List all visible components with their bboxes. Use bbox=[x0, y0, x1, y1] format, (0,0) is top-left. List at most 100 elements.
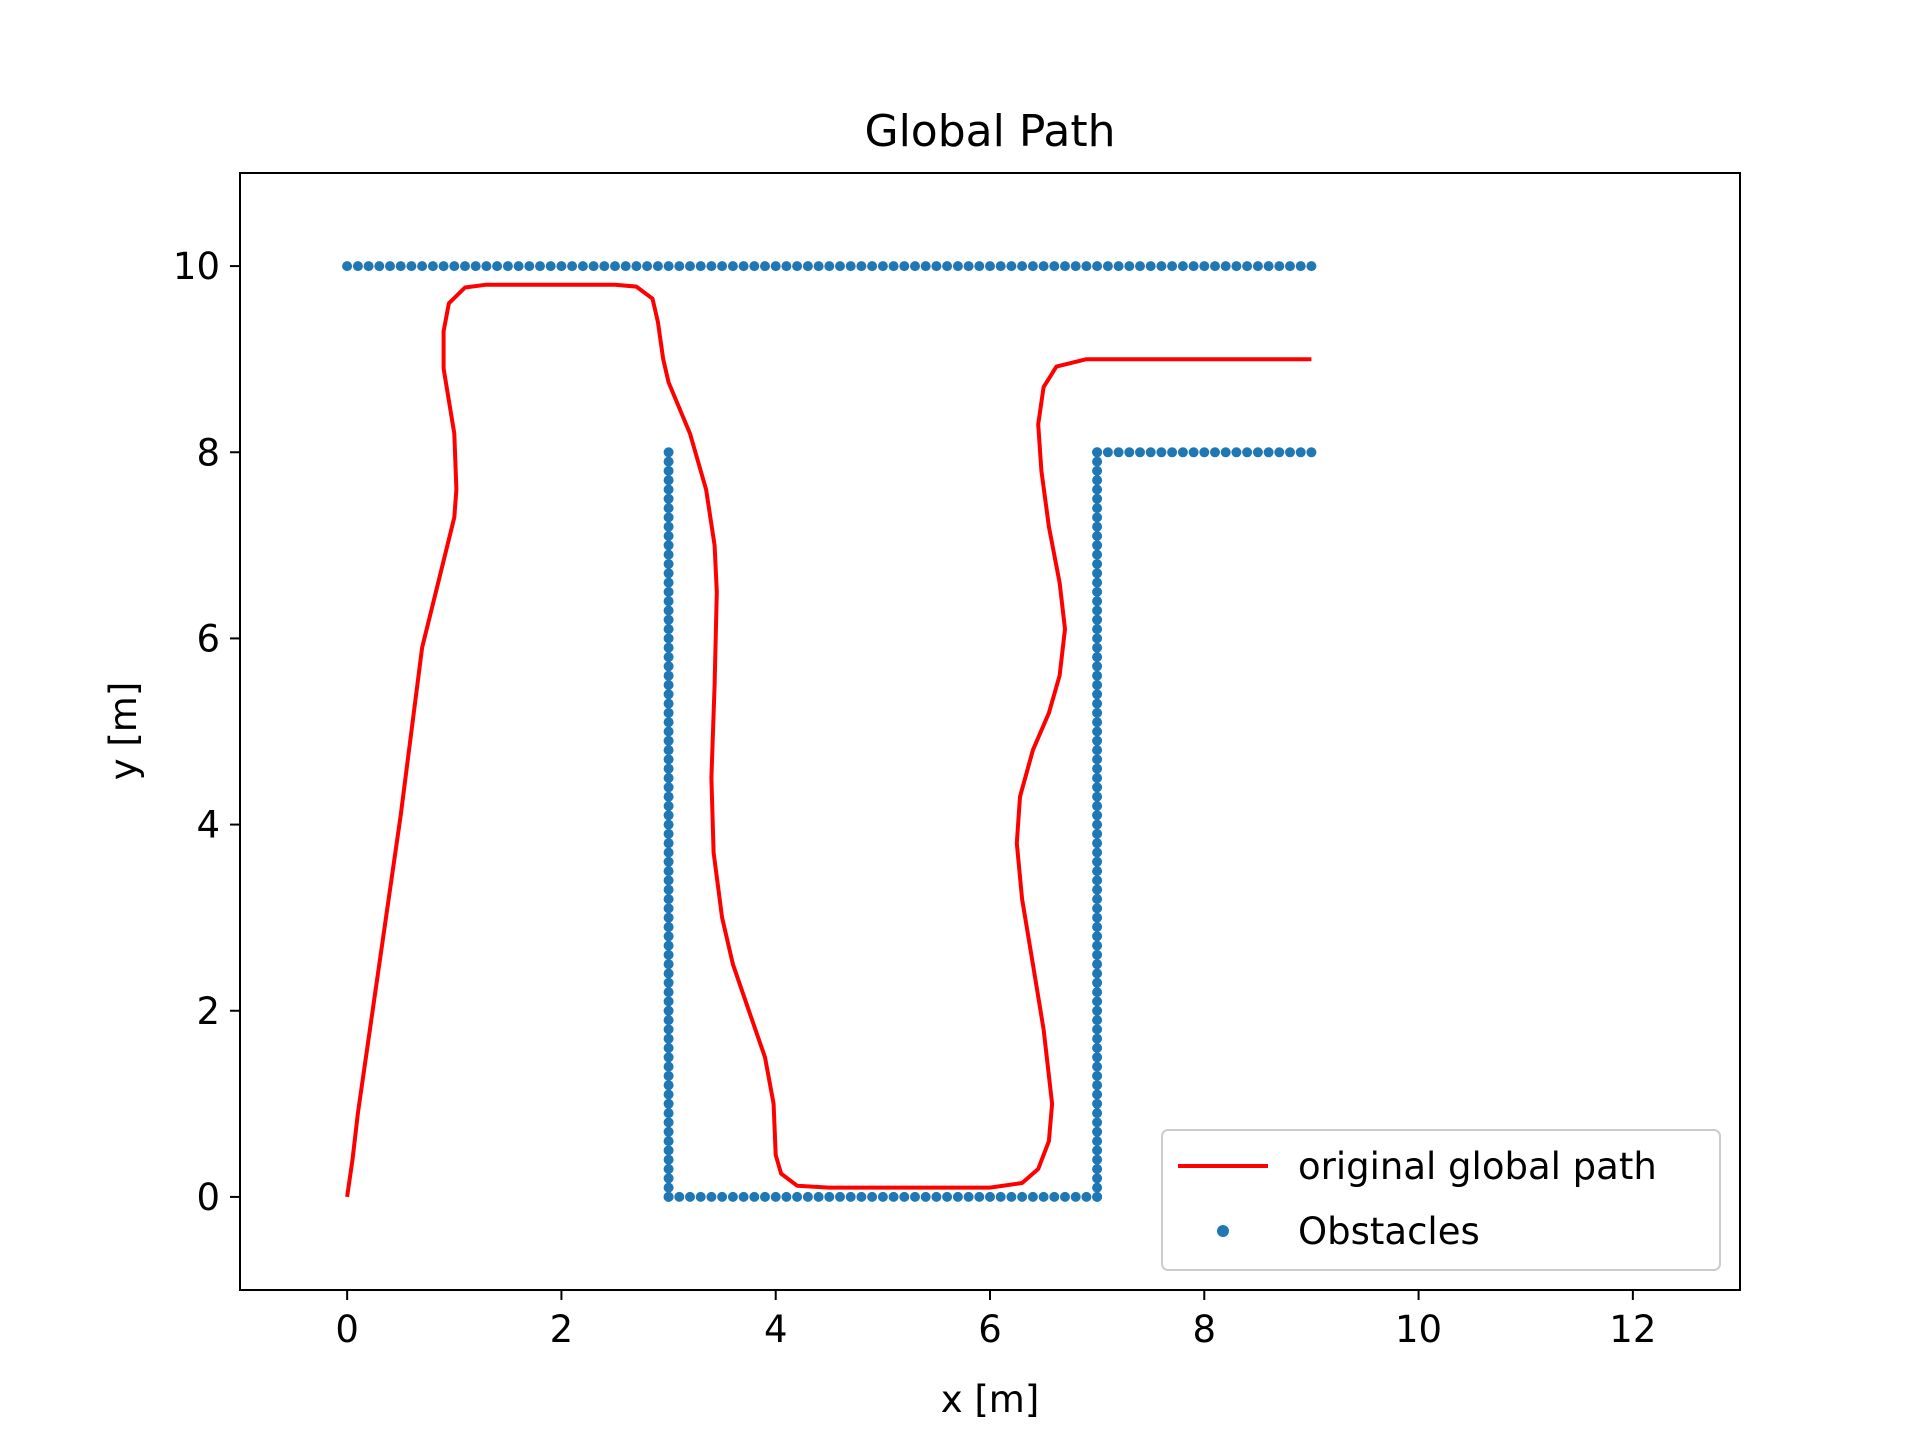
obstacle-point bbox=[974, 261, 985, 272]
obstacle-point bbox=[1242, 447, 1253, 458]
obstacle-point bbox=[663, 745, 674, 756]
obstacle-point bbox=[1242, 261, 1253, 272]
obstacle-point bbox=[1252, 261, 1263, 272]
obstacle-point bbox=[642, 261, 653, 272]
obstacle-point bbox=[963, 261, 974, 272]
obstacle-point bbox=[974, 1191, 985, 1202]
obstacle-point bbox=[1177, 261, 1188, 272]
obstacle-point bbox=[1092, 884, 1103, 895]
obstacle-point bbox=[1038, 1191, 1049, 1202]
obstacle-point bbox=[1092, 605, 1103, 616]
obstacle-point bbox=[1285, 447, 1295, 458]
obstacle-point bbox=[1092, 633, 1103, 644]
obstacle-point bbox=[502, 261, 513, 272]
y-tick-label: 2 bbox=[196, 990, 220, 1033]
obstacle-point bbox=[663, 922, 674, 932]
obstacle-point bbox=[1092, 1108, 1103, 1119]
obstacle-point bbox=[663, 801, 674, 811]
obstacle-point bbox=[545, 261, 556, 272]
obstacle-point bbox=[663, 484, 674, 495]
obstacle-point bbox=[663, 670, 674, 681]
obstacle-point bbox=[856, 1191, 867, 1202]
obstacle-point bbox=[1092, 642, 1103, 653]
obstacle-point bbox=[663, 810, 674, 821]
obstacle-point bbox=[1113, 261, 1124, 272]
obstacle-point bbox=[663, 707, 674, 718]
obstacle-point bbox=[663, 819, 674, 830]
obstacle-point bbox=[663, 624, 674, 635]
obstacle-point bbox=[1092, 447, 1103, 458]
obstacle-point bbox=[663, 689, 674, 700]
obstacle-point bbox=[663, 1043, 674, 1053]
obstacle-point bbox=[663, 1005, 674, 1016]
obstacle-point bbox=[1102, 447, 1113, 458]
obstacle-point bbox=[1092, 465, 1103, 476]
obstacle-point bbox=[1092, 717, 1103, 728]
obstacle-point bbox=[1092, 698, 1103, 709]
obstacle-point bbox=[567, 261, 578, 272]
obstacle-point bbox=[1092, 1182, 1103, 1193]
obstacle-point bbox=[663, 735, 674, 746]
obstacle-point bbox=[663, 940, 674, 951]
obstacle-point bbox=[1210, 261, 1220, 272]
obstacle-point bbox=[663, 1117, 674, 1128]
obstacle-point bbox=[1092, 1080, 1103, 1091]
obstacle-point bbox=[1049, 1191, 1060, 1202]
obstacle-point bbox=[663, 1089, 674, 1100]
obstacle-point bbox=[663, 1145, 674, 1156]
obstacle-point bbox=[1092, 456, 1103, 467]
legend-marker-swatch bbox=[1217, 1225, 1229, 1237]
obstacle-point bbox=[1038, 261, 1049, 272]
legend: original global path Obstacles bbox=[1161, 1129, 1721, 1271]
obstacle-point bbox=[663, 1052, 674, 1063]
obstacle-point bbox=[674, 261, 685, 272]
obstacle-point bbox=[481, 261, 492, 272]
obstacle-point bbox=[749, 1191, 760, 1202]
obstacles-series bbox=[342, 261, 1317, 1202]
obstacle-point bbox=[663, 1061, 674, 1072]
obstacle-point bbox=[1210, 447, 1220, 458]
x-tick-label: 6 bbox=[978, 1308, 1002, 1351]
obstacle-point bbox=[652, 261, 663, 272]
obstacle-point bbox=[663, 1015, 674, 1026]
obstacle-point bbox=[942, 261, 953, 272]
obstacle-point bbox=[1092, 689, 1103, 700]
obstacle-point bbox=[1092, 261, 1103, 272]
obstacle-point bbox=[1092, 1173, 1103, 1184]
obstacle-point bbox=[1092, 903, 1103, 914]
x-tick-label: 4 bbox=[764, 1308, 788, 1351]
obstacle-point bbox=[1092, 791, 1103, 802]
obstacle-point bbox=[663, 521, 674, 532]
obstacle-point bbox=[427, 261, 438, 272]
obstacle-point bbox=[535, 261, 545, 272]
obstacle-point bbox=[674, 1191, 685, 1202]
obstacle-point bbox=[1274, 261, 1285, 272]
y-tick-label: 10 bbox=[173, 245, 220, 288]
obstacle-point bbox=[663, 726, 674, 737]
obstacle-point bbox=[663, 968, 674, 979]
obstacle-point bbox=[663, 493, 674, 504]
obstacle-point bbox=[663, 1164, 674, 1174]
obstacle-point bbox=[1092, 828, 1103, 839]
obstacle-point bbox=[663, 838, 674, 849]
obstacle-point bbox=[995, 1191, 1006, 1202]
obstacle-point bbox=[663, 959, 674, 970]
obstacle-point bbox=[577, 261, 588, 272]
obstacle-point bbox=[663, 884, 674, 895]
obstacle-point bbox=[1092, 680, 1103, 690]
obstacle-point bbox=[1092, 801, 1103, 811]
obstacle-point bbox=[1285, 261, 1295, 272]
obstacle-point bbox=[663, 1080, 674, 1091]
obstacle-point bbox=[663, 642, 674, 653]
x-axis-ticks: 0 2 4 6 8 10 12 bbox=[335, 1290, 1656, 1351]
obstacle-point bbox=[717, 261, 728, 272]
obstacle-point bbox=[985, 261, 995, 272]
obstacle-point bbox=[695, 261, 706, 272]
obstacle-point bbox=[1092, 977, 1103, 988]
obstacle-point bbox=[663, 586, 674, 597]
obstacle-point bbox=[663, 1173, 674, 1184]
obstacle-point bbox=[824, 1191, 835, 1202]
obstacle-point bbox=[1092, 987, 1103, 998]
obstacle-point bbox=[663, 475, 674, 486]
obstacle-point bbox=[492, 261, 503, 272]
